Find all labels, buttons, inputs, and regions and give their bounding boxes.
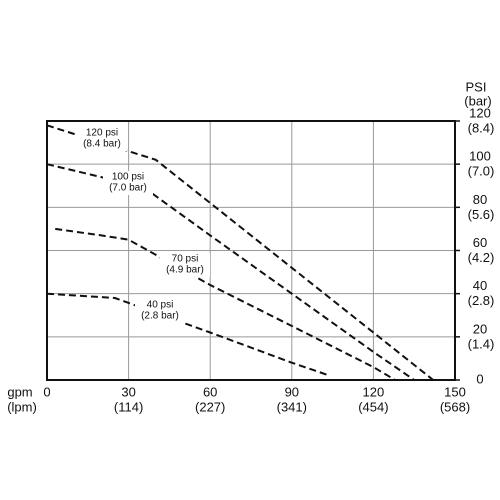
series-line	[46, 124, 434, 381]
label-bg	[77, 127, 127, 151]
x-tick-label: 150	[444, 384, 466, 399]
x-axis-sublabel: (lpm)	[7, 399, 37, 414]
x-tick-label: 90	[285, 384, 299, 399]
series-line	[55, 227, 396, 381]
label-bg	[103, 171, 153, 195]
label-bg	[160, 253, 210, 277]
x-sub-tick-label: (568)	[440, 399, 470, 414]
series-label: 70 psi	[172, 254, 199, 265]
x-sub-tick-label: (227)	[195, 399, 225, 414]
y-tick-label: 40	[473, 278, 487, 293]
y-tick-label: 120	[469, 105, 491, 120]
x-sub-tick-label: (114)	[114, 399, 143, 414]
y-sub-tick-label: (7.0)	[468, 164, 495, 179]
x-axis-label: gpm	[7, 384, 32, 399]
x-sub-tick-label: (341)	[277, 399, 307, 414]
y-sub-tick-label: (4.2)	[468, 250, 495, 265]
y-sub-tick-label: (2.8)	[468, 293, 495, 308]
y-tick-label: 60	[473, 235, 487, 250]
series-sublabel: (7.0 bar)	[109, 183, 147, 194]
x-tick-label: 120	[363, 384, 385, 399]
y-tick-label: 0	[476, 371, 483, 386]
x-sub-tick-label: (454)	[358, 399, 388, 414]
y-tick-label: 20	[473, 321, 487, 336]
y-sub-tick-label: (5.6)	[468, 207, 495, 222]
x-tick-label: 30	[121, 384, 135, 399]
series-line	[46, 163, 415, 381]
x-tick-label: 60	[203, 384, 217, 399]
series-sublabel: (8.4 bar)	[83, 139, 121, 150]
y-axis-sublabel: (bar)	[464, 93, 491, 108]
series-line	[46, 292, 331, 377]
label-bg	[135, 299, 185, 323]
y-sub-tick-label: (8.4)	[468, 120, 495, 135]
series-sublabel: (4.9 bar)	[166, 265, 204, 276]
series-label: 120 psi	[86, 128, 118, 139]
y-tick-label: 100	[469, 149, 491, 164]
plot-frame	[46, 120, 456, 381]
x-tick-label: 0	[43, 384, 50, 399]
series-label: 100 psi	[112, 172, 144, 183]
series-label: 40 psi	[147, 300, 174, 311]
y-axis-label: PSI	[466, 79, 487, 94]
series-sublabel: (2.8 bar)	[141, 311, 179, 322]
y-sub-tick-label: (1.4)	[468, 336, 495, 351]
y-tick-label: 80	[473, 192, 487, 207]
